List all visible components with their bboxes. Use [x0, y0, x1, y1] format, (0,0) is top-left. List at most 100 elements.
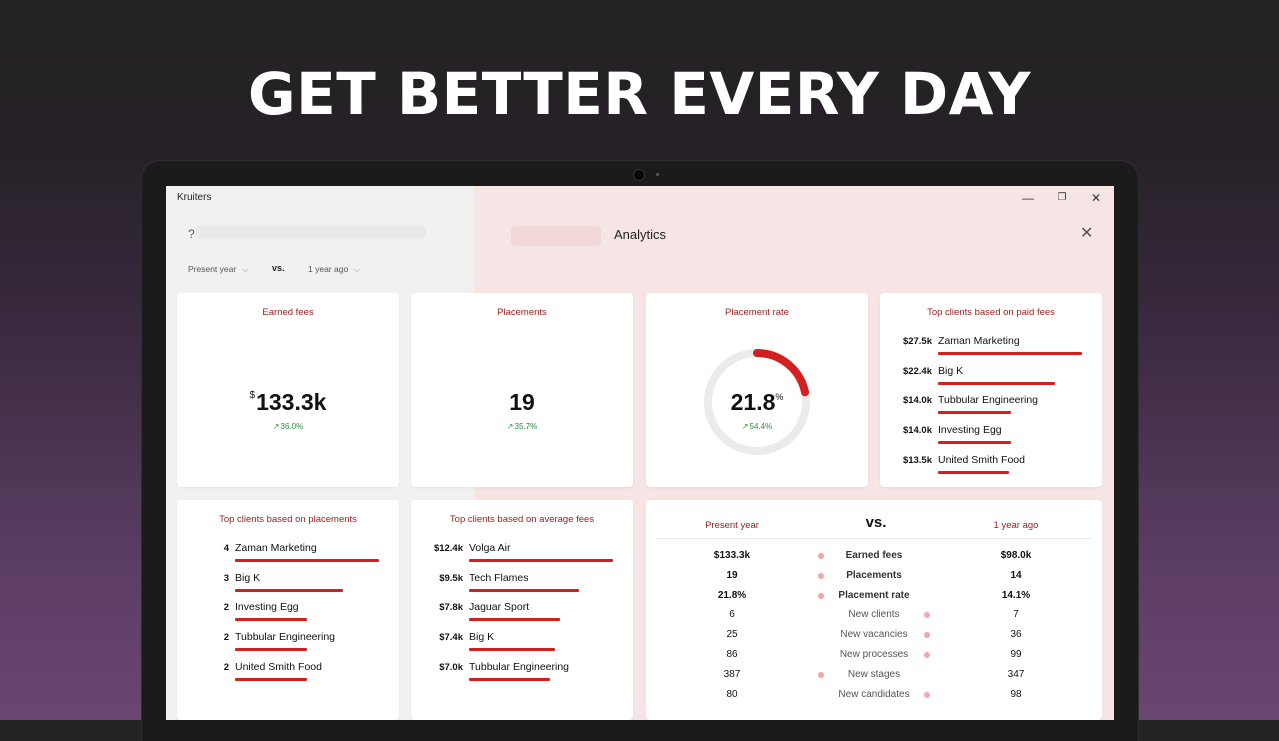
list-item-name: Tech Flames: [469, 571, 529, 584]
card-title: Top clients based on placements: [219, 514, 357, 525]
list-item-value: 3: [223, 572, 229, 584]
chevron-down-icon: ⌵: [242, 265, 249, 274]
list-item: $27.5k Zaman Marketing: [880, 335, 1102, 366]
comparison-current-value: $133.3k: [713, 550, 751, 561]
comparison-current-value: 387: [723, 668, 741, 680]
window-close-icon[interactable]: ✕: [1090, 191, 1102, 205]
list-item-bar: [938, 381, 1055, 385]
period-select-compare[interactable]: 1 year ago ⌵: [308, 264, 360, 275]
winner-dot-icon: [818, 572, 824, 579]
close-icon[interactable]: ✕: [1080, 225, 1094, 242]
background-placeholder: [511, 226, 601, 246]
top-paid-fees-card: Top clients based on paid fees $27.5k Zam…: [880, 293, 1102, 487]
list-item-name: Jaguar Sport: [469, 601, 530, 614]
card-title: Placements: [497, 307, 547, 318]
top-placements-card: Top clients based on placements 4 Zaman M…: [177, 500, 399, 720]
list-item-bar: [938, 470, 1009, 474]
comparison-previous-value: 14: [1010, 569, 1022, 581]
winner-dot-icon: [924, 632, 930, 639]
list-item: 2 Tubbular Engineering: [177, 631, 399, 662]
comparison-previous-value: 36: [1010, 629, 1022, 641]
comparison-row: 25 New vacancies 36: [646, 629, 1102, 649]
comparison-metric-label: Earned fees: [845, 550, 903, 561]
comparison-vs-label: vs.: [865, 514, 887, 531]
list-item: $22.4k Big K: [880, 365, 1102, 396]
comparison-metric-label: New candidates: [838, 688, 910, 700]
divider: [656, 538, 1092, 539]
comparison-metric-label: New clients: [848, 609, 900, 621]
list-item: $9.5k Tech Flames: [411, 571, 633, 603]
list-item-name: Tubbular Engineering: [469, 660, 570, 673]
comparison-previous-value: 98: [1010, 688, 1022, 700]
list-item: $7.0k Tubbular Engineering: [411, 660, 633, 692]
list-item-bar: [469, 618, 560, 622]
list-item: 2 United Smith Food: [177, 660, 399, 692]
winner-dot-icon: [924, 691, 930, 698]
list-item-bar: [938, 441, 1011, 445]
comparison-current-value: 80: [726, 688, 738, 700]
currency-symbol: $: [249, 390, 256, 401]
top-average-fees-card: Top clients based on average fees $12.4k…: [411, 500, 633, 720]
list-item-bar: [469, 677, 550, 681]
list-item-bar: [235, 559, 379, 562]
list-item-value: 2: [223, 661, 229, 673]
placement-rate-donut: [704, 349, 810, 455]
comparison-row: 86 New processes 99: [646, 649, 1102, 669]
minimize-icon[interactable]: —: [1022, 191, 1034, 205]
comparison-right-heading: 1 year ago: [993, 520, 1039, 531]
list-item-bar: [235, 618, 307, 622]
list-item-value: $14.0k: [902, 395, 932, 407]
page-title: Analytics: [613, 227, 667, 242]
period-select-current[interactable]: Present year ⌵: [188, 264, 248, 275]
placement-rate-value: 21.8%: [646, 389, 868, 416]
list-item-name: Zaman Marketing: [938, 335, 1020, 347]
comparison-metric-label: New stages: [847, 668, 901, 680]
restore-icon[interactable]: ❐: [1057, 192, 1067, 203]
card-title: Earned fees: [262, 307, 314, 318]
comparison-previous-value: 347: [1007, 668, 1025, 680]
comparison-card: Present year vs. 1 year ago $133.3k Earne…: [646, 500, 1102, 720]
list-item-value: $7.4k: [439, 632, 463, 644]
help-icon[interactable]: ?: [188, 227, 195, 241]
card-title: Top clients based on paid fees: [927, 307, 1055, 318]
winner-dot-icon: [818, 671, 824, 678]
window-title: Kruiters: [177, 192, 212, 203]
comparison-current-value: 86: [726, 649, 738, 660]
list-item-value: $13.5k: [902, 454, 932, 466]
card-title: Placement rate: [725, 307, 789, 318]
comparison-current-value: 21.8%: [717, 589, 747, 601]
placement-rate-number: 21.8: [730, 389, 776, 415]
list-item-bar: [235, 588, 343, 592]
list-item-name: Big K: [469, 631, 495, 644]
comparison-previous-value: 99: [1010, 649, 1022, 660]
list-item-name: Big K: [235, 571, 261, 584]
list-item-value: $7.8k: [439, 602, 463, 614]
placements-change: ↗35.7%: [411, 422, 633, 431]
placement-rate-change-value: 54.4%: [749, 422, 773, 431]
placement-rate-change: ↗54.4%: [646, 422, 868, 431]
list-item: $12.4k Volga Air: [411, 542, 633, 573]
list-item: $13.5k United Smith Food: [880, 454, 1102, 485]
list-item-value: $12.4k: [433, 543, 463, 554]
webcam-led: [656, 173, 659, 176]
comparison-current-value: 6: [729, 609, 735, 621]
donut-progress: [704, 349, 810, 455]
comparison-previous-value: 14.1%: [1001, 589, 1031, 601]
trend-up-icon: ↗: [741, 422, 749, 431]
list-item-name: United Smith Food: [235, 660, 322, 673]
winner-dot-icon: [818, 553, 824, 559]
comparison-metric-label: Placement rate: [838, 589, 910, 601]
filter-vs-label: vs.: [272, 263, 285, 273]
list-item-value: 2: [223, 602, 229, 614]
earned-fees-amount: 133.3k: [256, 389, 327, 415]
trend-up-icon: ↗: [506, 422, 514, 431]
list-item-name: Volga Air: [469, 542, 511, 554]
list-item-bar: [469, 648, 555, 652]
list-item-name: Investing Egg: [235, 601, 299, 614]
trend-up-icon: ↗: [272, 422, 280, 431]
placements-card: Placements 19 ↗35.7%: [411, 293, 633, 487]
comparison-left-heading: Present year: [705, 520, 759, 531]
comparison-previous-value: $98.0k: [1000, 550, 1032, 561]
comparison-current-value: 19: [726, 569, 738, 581]
list-item-value: 4: [223, 543, 229, 554]
